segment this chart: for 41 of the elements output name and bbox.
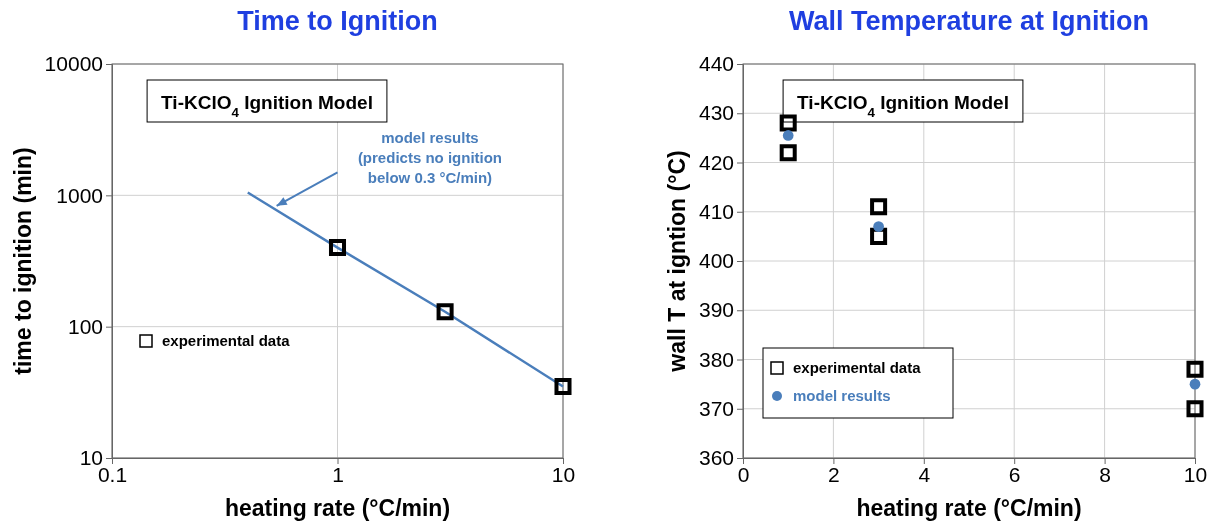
y-tick-label: 390: [698, 298, 734, 322]
x-tick-label: 6: [1008, 462, 1021, 486]
legend-label: experimental data: [162, 332, 291, 349]
point: [779, 114, 797, 132]
x-axis-title: heating rate (°C/min): [224, 495, 451, 521]
y-tick-label: 380: [698, 347, 734, 371]
chart-title: Time to Ignition: [237, 6, 438, 36]
text: Ti-KClO$_{4}$ Ignition Model: [797, 92, 1009, 120]
x-tick-label: 0: [737, 462, 750, 486]
x-tick-label: 1: [332, 462, 344, 486]
point: [870, 198, 888, 216]
point: [870, 227, 888, 245]
y-tick-label: 400: [698, 249, 734, 273]
y-tick-label: 100: [67, 314, 103, 338]
y-tick-label: 440: [698, 52, 734, 76]
x-axis-title: heating rate (°C/min): [856, 495, 1082, 521]
text: Ti-KClO$_{4}$ Ignition Model: [161, 92, 373, 120]
point: [779, 144, 797, 162]
point: [1189, 378, 1201, 390]
y-tick-label: 1000: [56, 183, 103, 207]
x-tick-label: 10: [1183, 462, 1208, 486]
y-axis-title: time to ignition (min): [9, 147, 36, 375]
y-tick-label: 430: [698, 101, 734, 125]
y-tick-label: 10000: [44, 52, 103, 76]
x-tick-label: 2: [828, 462, 840, 486]
point: [1186, 400, 1204, 418]
y-tick-label: 420: [698, 150, 734, 174]
x-tick-label: 8: [1099, 462, 1111, 486]
y-axis-title: wall T at igntion (°C): [663, 150, 690, 373]
x-tick-label: 4: [918, 462, 931, 486]
annotation: model results (predicts no ignition below 0.3 °C/min): [357, 128, 503, 186]
point: [873, 221, 884, 232]
y-tick-label: 370: [698, 396, 734, 420]
point: [1186, 360, 1204, 378]
legend-label: experimental data: [793, 359, 922, 376]
point: [782, 130, 794, 141]
chart-title: Wall Temperature at Ignition: [788, 6, 1150, 36]
x-tick-label: 10: [551, 462, 576, 486]
y-tick-label: 410: [698, 199, 734, 223]
y-tick-label: 360: [698, 446, 734, 470]
legend-label: model results: [793, 387, 891, 404]
